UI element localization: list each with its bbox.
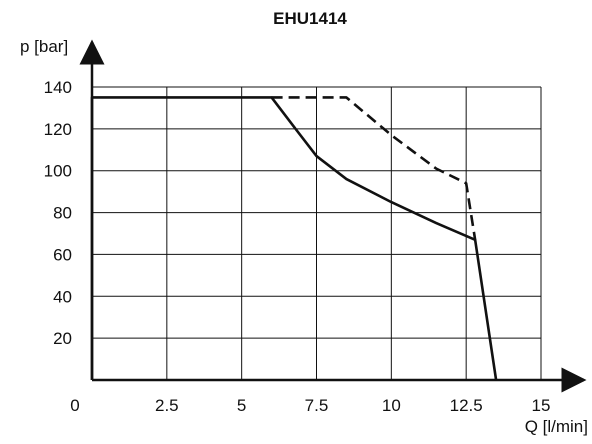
series	[90, 96, 498, 381]
series-dashed-line	[271, 96, 477, 240]
tick-labels: 0 2.5 5 7.5 10 12.5 15 20 40 60 80 100 120 140	[44, 78, 551, 415]
x-tick-label: 10	[382, 396, 401, 415]
x-tick-label: 2.5	[155, 396, 179, 415]
x-tick-label: 12.5	[450, 396, 483, 415]
x-axis-label: Q [l/min]	[525, 417, 588, 436]
y-tick-label: 140	[44, 78, 72, 97]
x-tick-label: 0	[70, 396, 79, 415]
grid	[92, 86, 542, 380]
chart-title: EHU1414	[273, 9, 347, 28]
x-tick-label: 7.5	[305, 396, 329, 415]
y-tick-label: 80	[53, 204, 72, 223]
y-tick-label: 20	[53, 329, 72, 348]
x-tick-label: 5	[237, 396, 246, 415]
y-tick-label: 40	[53, 287, 72, 306]
y-tick-label: 100	[44, 162, 72, 181]
series-solid-line	[90, 96, 498, 381]
y-tick-label: 120	[44, 120, 72, 139]
axes	[79, 39, 587, 393]
y-axis-label: p [bar]	[20, 37, 68, 56]
y-tick-label: 60	[53, 245, 72, 264]
x-tick-label: 15	[532, 396, 551, 415]
